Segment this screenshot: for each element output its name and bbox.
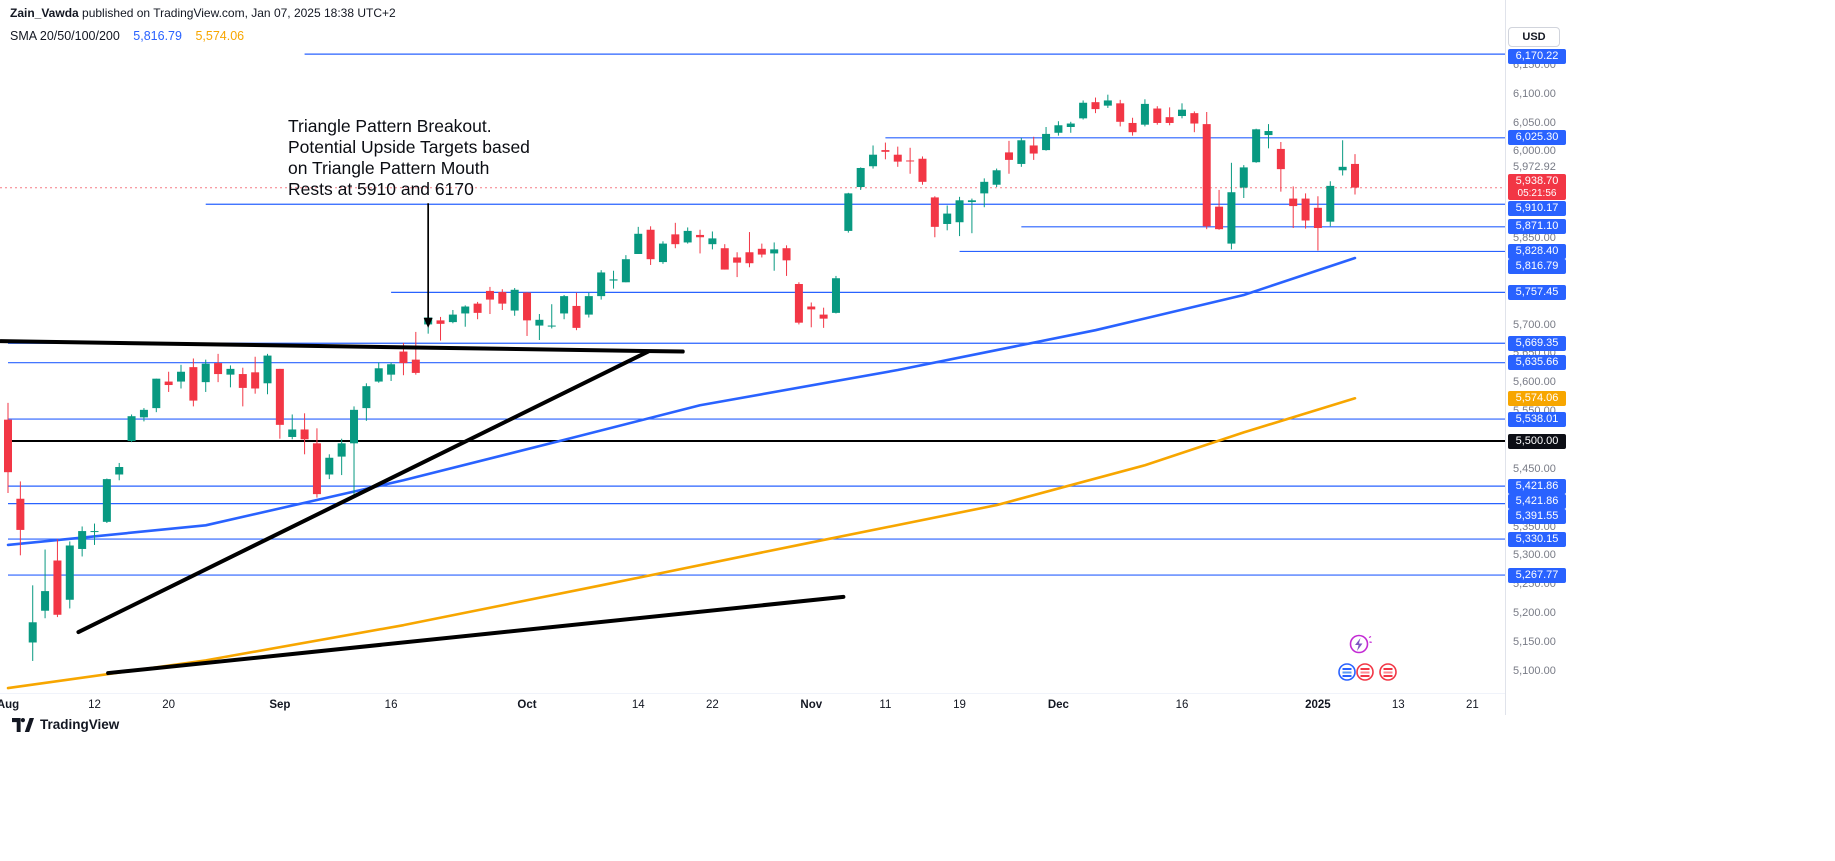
- price-level-badge: 5,267.77: [1508, 567, 1566, 583]
- price-level-badge: 5,871.10: [1508, 219, 1566, 235]
- sma-value-blue: 5,816.79: [133, 29, 182, 43]
- price-level-badge: 5,816.79: [1508, 258, 1566, 274]
- time-label: 21: [1465, 699, 1479, 711]
- price-level-badge: 6,025.30: [1508, 130, 1566, 146]
- annotation-line-4: Rests at 5910 and 6170: [288, 179, 474, 199]
- tradingview-logo-icon[interactable]: [12, 717, 34, 732]
- price-tick: 5,450.00: [1513, 462, 1556, 475]
- price-level-badge: 5,757.45: [1508, 284, 1566, 300]
- price-tick: 6,100.00: [1513, 87, 1556, 100]
- price-tick: 5,100.00: [1513, 664, 1556, 677]
- time-label: 22: [705, 699, 719, 711]
- time-label: Sep: [269, 699, 291, 711]
- price-tick: 6,050.00: [1513, 116, 1556, 129]
- time-label: 11: [879, 699, 892, 711]
- publisher-line: Zain_Vawda published on TradingView.com,…: [10, 6, 396, 20]
- time-label: 12: [88, 699, 101, 711]
- time-label: 2025: [1305, 699, 1331, 711]
- price-tick: 5,300.00: [1513, 549, 1556, 562]
- chart-annotation: Triangle Pattern Breakout. Potential Ups…: [288, 116, 530, 200]
- sma-value-orange: 5,574.06: [195, 29, 245, 43]
- time-label: 13: [1391, 699, 1405, 711]
- price-level-badge: 5,391.55: [1508, 508, 1566, 524]
- price-level-badge: 5,538.01: [1508, 411, 1566, 427]
- price-scale[interactable]: USD 6,150.00 6,100.00 6,050.00 6,000.00 5,97…: [1505, 0, 1835, 715]
- footer: TradingView: [12, 717, 119, 732]
- sticker-red-icon-2: [1379, 663, 1397, 681]
- annotation-line-2: Potential Upside Targets based: [288, 137, 530, 157]
- chart-canvas[interactable]: [0, 0, 1505, 695]
- currency-button[interactable]: USD: [1508, 27, 1560, 47]
- last-price-badge: 5,938.70 05:21:56: [1508, 174, 1566, 201]
- price-level-badge: 5,574.06: [1508, 390, 1566, 406]
- price-level-badge: 5,421.86: [1508, 493, 1566, 509]
- publisher-name: Zain_Vawda: [10, 6, 79, 20]
- time-label: Dec: [1047, 699, 1069, 711]
- lightning-reaction-icon: [1349, 634, 1372, 654]
- indicator-title: SMA 20/50/100/200: [10, 29, 120, 43]
- price-level-badge: 5,635.66: [1508, 355, 1566, 371]
- price-tick: 5,850.00: [1513, 231, 1556, 244]
- time-label: Oct: [517, 699, 537, 711]
- time-label: 20: [162, 699, 176, 711]
- time-label: 14: [631, 699, 645, 711]
- time-label: 19: [953, 699, 966, 711]
- price-tick: 5,200.00: [1513, 607, 1556, 620]
- time-label: Aug: [0, 699, 20, 711]
- price-tick: 6,000.00: [1513, 145, 1556, 158]
- price-level-badge: 5,421.86: [1508, 478, 1566, 494]
- price-level-badge: 5,910.17: [1508, 201, 1566, 217]
- reaction-stickers: [1338, 634, 1410, 690]
- price-tick: 5,972.92: [1513, 161, 1556, 174]
- time-label: Nov: [800, 699, 823, 711]
- time-label: 16: [1175, 699, 1189, 711]
- time-axis[interactable]: Aug 12 20 Sep 16 Oct 14 22 Nov 11 19 Dec 16 2025 13 21: [0, 693, 1505, 715]
- annotation-line-1: Triangle Pattern Breakout.: [288, 116, 492, 136]
- price-level-badge: 5,669.35: [1508, 335, 1566, 351]
- publisher-text: published on TradingView.com, Jan 07, 20…: [78, 6, 396, 20]
- price-tick: 5,600.00: [1513, 376, 1556, 389]
- price-level-badge: 5,828.40: [1508, 243, 1566, 259]
- price-level-badge: 5,330.15: [1508, 531, 1566, 547]
- price-tick: 5,150.00: [1513, 636, 1556, 649]
- tradingview-brand[interactable]: TradingView: [40, 717, 120, 732]
- sticker-blue-icon: [1338, 663, 1356, 681]
- price-level-badge: 5,500.00: [1508, 433, 1566, 449]
- indicator-legend[interactable]: SMA 20/50/100/200 5,816.79 5,574.06: [10, 29, 244, 43]
- annotation-line-3: on Triangle Pattern Mouth: [288, 158, 490, 178]
- time-label: 16: [384, 699, 398, 711]
- sticker-red-icon-1: [1356, 663, 1374, 681]
- price-tick: 5,700.00: [1513, 318, 1556, 331]
- price-level-badge: 6,170.22: [1508, 49, 1566, 64]
